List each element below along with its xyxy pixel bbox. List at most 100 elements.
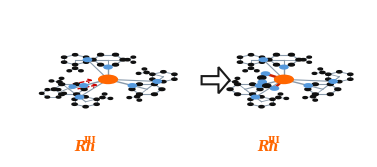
Circle shape [327,93,333,96]
Circle shape [61,61,67,63]
Circle shape [248,98,253,100]
Circle shape [127,97,132,99]
Circle shape [83,96,88,98]
Circle shape [259,61,265,63]
Circle shape [79,70,83,72]
Circle shape [161,71,166,73]
Circle shape [248,67,254,69]
Circle shape [254,70,259,72]
Circle shape [234,93,241,96]
Circle shape [326,73,331,75]
Circle shape [327,83,333,86]
Circle shape [307,61,311,63]
Circle shape [72,54,78,56]
Circle shape [69,85,76,88]
Circle shape [326,78,331,80]
Circle shape [150,73,155,75]
Circle shape [57,81,62,83]
Circle shape [98,53,104,56]
Circle shape [153,80,161,83]
Circle shape [250,93,256,96]
Circle shape [112,53,118,56]
Circle shape [136,83,143,86]
Circle shape [144,71,149,74]
Circle shape [56,96,61,98]
Circle shape [84,56,89,58]
Circle shape [129,88,135,91]
Circle shape [72,67,78,69]
Circle shape [49,80,54,82]
Circle shape [312,72,317,74]
Circle shape [256,84,264,87]
Circle shape [263,84,271,88]
Circle shape [108,97,113,99]
Circle shape [320,71,325,74]
Circle shape [301,59,306,61]
Circle shape [259,56,265,58]
Circle shape [227,88,233,91]
Circle shape [99,75,117,84]
Circle shape [84,61,89,63]
Circle shape [257,88,263,91]
Circle shape [225,80,230,82]
Circle shape [248,54,254,56]
Circle shape [45,89,50,91]
Circle shape [307,56,311,58]
Circle shape [288,63,294,66]
Circle shape [72,98,77,100]
Circle shape [90,58,96,61]
Circle shape [284,97,288,99]
Circle shape [303,97,307,99]
Circle shape [152,93,158,96]
Circle shape [270,103,275,105]
Circle shape [318,68,323,70]
Circle shape [251,95,259,99]
Circle shape [313,99,317,101]
Circle shape [136,72,141,74]
Text: III: III [267,136,280,145]
Text: Rh: Rh [74,140,96,154]
Circle shape [74,83,80,86]
Circle shape [248,103,253,105]
Circle shape [100,96,105,99]
Circle shape [259,106,264,108]
Circle shape [136,93,143,96]
Circle shape [81,88,87,91]
Circle shape [337,71,342,73]
Circle shape [59,83,65,86]
Circle shape [172,73,177,75]
Polygon shape [202,67,230,93]
Circle shape [83,58,92,61]
Circle shape [67,70,72,72]
Circle shape [235,77,240,79]
Circle shape [270,98,275,100]
Circle shape [335,88,341,91]
Text: III: III [84,136,97,145]
Circle shape [311,96,316,98]
Circle shape [261,72,270,75]
Circle shape [128,84,136,87]
Circle shape [120,58,126,61]
Circle shape [94,98,99,100]
Circle shape [74,93,80,96]
Circle shape [258,76,266,79]
Circle shape [273,53,279,56]
Circle shape [152,83,158,86]
Circle shape [248,63,254,66]
Circle shape [337,80,342,83]
Circle shape [104,65,112,69]
Circle shape [172,78,177,80]
Circle shape [40,92,44,94]
Circle shape [161,80,166,83]
Circle shape [233,81,238,83]
Circle shape [98,63,104,66]
Circle shape [51,88,57,91]
Circle shape [329,80,337,83]
Circle shape [305,88,311,91]
Circle shape [259,96,264,98]
Circle shape [83,106,88,108]
Circle shape [274,75,293,84]
Circle shape [137,99,142,101]
Circle shape [238,56,242,58]
Circle shape [103,93,107,95]
